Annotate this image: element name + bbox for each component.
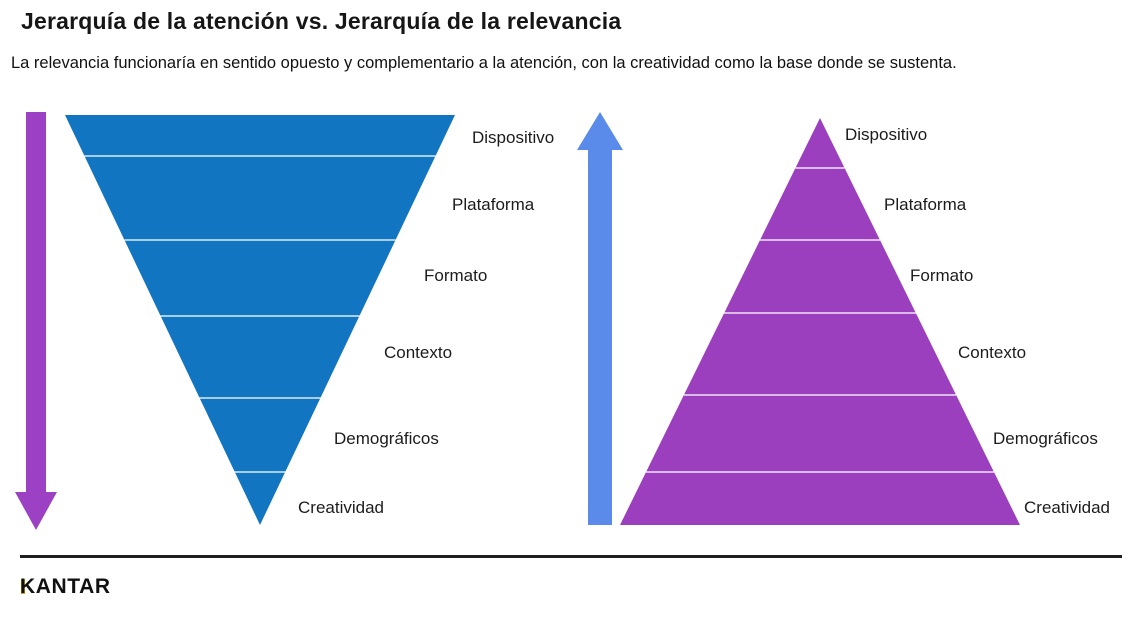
- kantar-gold-bar-icon: [21, 579, 25, 594]
- kantar-wordmark: KANTAR: [20, 575, 111, 598]
- funnel-level-label: Contexto: [384, 343, 452, 362]
- pyramid-level-label: Contexto: [958, 343, 1026, 362]
- attention-funnel-shape: [65, 115, 455, 525]
- funnel-level-label: Plataforma: [452, 195, 535, 214]
- pyramid-level-label: Demográficos: [993, 429, 1098, 448]
- hierarchy-diagram: Dispositivo Plataforma Formato Contexto …: [15, 112, 1110, 530]
- attention-down-arrow-icon: [15, 112, 57, 530]
- page-subtitle: La relevancia funcionaría en sentido opu…: [11, 54, 957, 72]
- relevance-up-arrow-icon: [577, 112, 623, 525]
- attention-funnel: Dispositivo Plataforma Formato Contexto …: [65, 115, 554, 525]
- pyramid-level-label: Plataforma: [884, 195, 967, 214]
- pyramid-level-label: Creatividad: [1024, 498, 1110, 517]
- pyramid-level-label: Formato: [910, 266, 973, 285]
- pyramid-level-label: Dispositivo: [845, 125, 927, 144]
- kantar-logo: KANTAR: [20, 575, 111, 598]
- funnel-level-label: Demográficos: [334, 429, 439, 448]
- relevance-pyramid: Dispositivo Plataforma Formato Contexto …: [620, 118, 1110, 525]
- relevance-pyramid-shape: [620, 118, 1020, 525]
- page-title: Jerarquía de la atención vs. Jerarquía d…: [21, 8, 622, 34]
- footer-divider: [20, 555, 1122, 558]
- funnel-level-label: Formato: [424, 266, 487, 285]
- funnel-level-label: Dispositivo: [472, 128, 554, 147]
- funnel-level-label: Creatividad: [298, 498, 384, 517]
